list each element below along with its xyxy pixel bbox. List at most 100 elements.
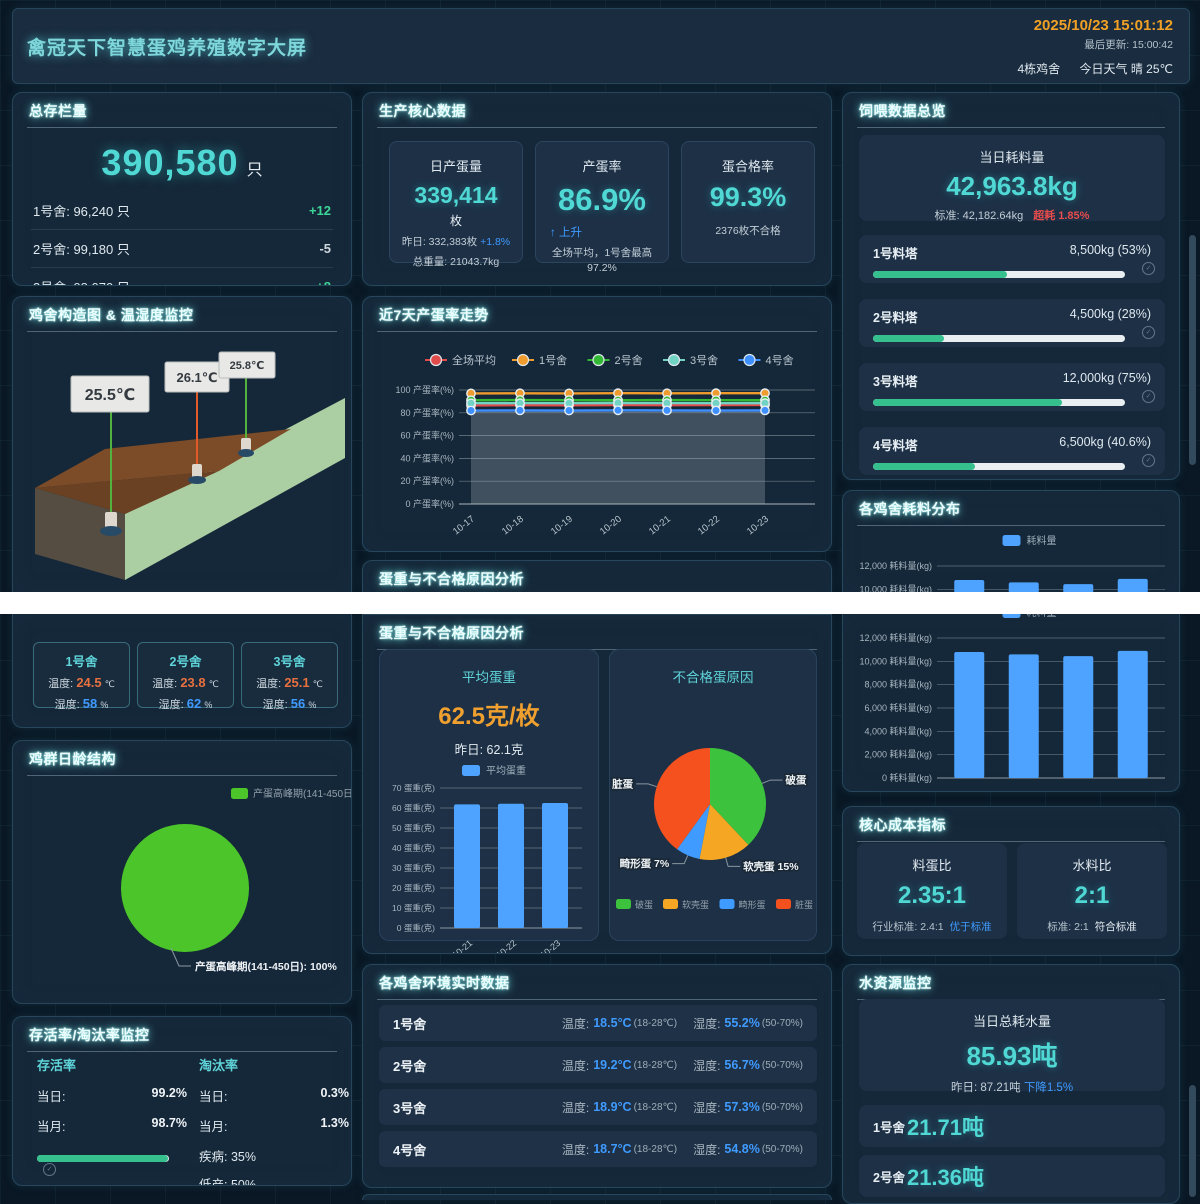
stock-row-label: 1号舍: 96,240 只 xyxy=(33,201,130,220)
bar-10-22 xyxy=(498,804,524,928)
svg-text:脏蛋: 脏蛋 xyxy=(795,899,813,910)
svg-text:100 产蛋率(%): 100 产蛋率(%) xyxy=(395,384,454,395)
panel-egg-analysis-top: 蛋重与不合格原因分析 xyxy=(362,560,832,592)
cull-header: 淘汰率 xyxy=(199,1055,349,1074)
bar-1号舍 xyxy=(954,580,984,592)
total-stock-unit: 只 xyxy=(247,162,263,179)
trend-chart-svg: 0 产蛋率(%)20 产蛋率(%)40 产蛋率(%)60 产蛋率(%)80 产蛋… xyxy=(363,334,831,552)
sensor-body xyxy=(192,464,202,478)
status-ring-icon: ✓ xyxy=(1142,326,1155,339)
survival-header: 存活率 xyxy=(37,1055,187,1074)
svg-text:10,000 耗料量(kg): 10,000 耗料量(kg) xyxy=(859,583,932,592)
bar-3号舍 xyxy=(1063,656,1093,778)
env-house-name: 4号舍 xyxy=(393,1140,562,1159)
hum-unit: % xyxy=(308,700,316,710)
svg-text:60 产蛋率(%): 60 产蛋率(%) xyxy=(400,430,454,441)
hum-value: 58 xyxy=(83,696,97,711)
hum-unit: % xyxy=(204,700,212,710)
svg-text:70 蛋重(克): 70 蛋重(克) xyxy=(392,783,435,793)
svg-text:10-17: 10-17 xyxy=(451,514,477,538)
svg-text:脏蛋: 脏蛋 xyxy=(612,777,633,790)
env-hum-range: (50-70%) xyxy=(762,1018,803,1029)
svg-text:10-20: 10-20 xyxy=(598,514,624,538)
svg-text:1号舍: 1号舍 xyxy=(539,353,567,367)
legend-swatch xyxy=(720,899,735,909)
hum-label: 湿度: xyxy=(263,699,288,711)
cull-month-value: 1.3% xyxy=(321,1116,350,1135)
env-hum-label: 湿度: xyxy=(693,1015,720,1032)
svg-text:2号舍: 2号舍 xyxy=(615,353,643,367)
svg-text:产蛋高峰期(141-450日): 100%: 产蛋高峰期(141-450日): 100% xyxy=(195,960,337,973)
page-title: 禽冠天下智慧蛋鸡养殖数字大屏 xyxy=(27,33,307,60)
scrollbar-thumb-bottom[interactable] xyxy=(1189,1085,1196,1197)
tower-value: 4,500kg (28%) xyxy=(1070,307,1151,326)
sensor-base xyxy=(100,526,122,536)
survival-progress-track xyxy=(37,1155,169,1162)
panel-title-water: 水资源监控 xyxy=(857,965,1165,1000)
panel-house-3d: 鸡舍构造图 & 温湿度监控 25.5℃ 26.1℃ 25.8℃ xyxy=(12,296,352,592)
stock-row: 2号舍: 99,180 只-5 xyxy=(31,229,333,267)
svg-text:全场平均: 全场平均 xyxy=(452,353,496,367)
svg-text:10-23: 10-23 xyxy=(538,938,562,954)
panel-env-realtime: 各鸡舍环境实时数据 1号舍 温度:18.5°C(18-28℃) 湿度:55.2%… xyxy=(362,964,832,1188)
svg-text:3号舍: 3号舍 xyxy=(1060,787,1087,790)
env-temp-range: (18-28℃) xyxy=(634,1102,677,1113)
svg-text:4号舍: 4号舍 xyxy=(766,353,794,367)
svg-text:0 蛋重(克): 0 蛋重(克) xyxy=(397,923,435,933)
cost-card-value: 2:1 xyxy=(1017,882,1167,910)
feed-standard: 标准: 42,182.64kg xyxy=(935,210,1024,222)
tower-progress-fill xyxy=(873,271,1007,278)
tower-name: 3号料塔 xyxy=(873,371,917,390)
tower-name: 4号料塔 xyxy=(873,435,917,454)
water-total-card: 当日总耗水量 85.93吨 昨日: 87.21吨 下降1.5% xyxy=(859,999,1165,1091)
trend-point xyxy=(712,406,720,414)
hum-label: 湿度: xyxy=(159,699,184,711)
bar-1号舍 xyxy=(954,652,984,778)
house-card-name: 3号舍 xyxy=(242,651,337,670)
svg-text:2,000 耗料量(kg): 2,000 耗料量(kg) xyxy=(864,749,932,760)
temp-value: 25.1 xyxy=(284,675,309,690)
house-card-3: 3号舍 温度: 25.1 ℃ 湿度: 56 % xyxy=(241,642,338,708)
stock-rows: 1号舍: 96,240 只+12 2号舍: 99,180 只-5 3号舍: 98… xyxy=(31,192,333,286)
sensor-body xyxy=(105,512,117,528)
svg-text:8,000 耗料量(kg): 8,000 耗料量(kg) xyxy=(864,679,932,690)
panel-title-feed-dist: 各鸡舍耗料分布 xyxy=(857,491,1165,526)
svg-text:10-19: 10-19 xyxy=(549,514,575,538)
svg-text:耗料量: 耗料量 xyxy=(1027,534,1057,547)
svg-text:40 蛋重(克): 40 蛋重(克) xyxy=(392,843,435,853)
defect-pie-chart: 破蛋软壳蛋 15%畸形蛋 7%脏蛋破蛋软壳蛋畸形蛋脏蛋 xyxy=(610,686,816,944)
svg-text:10-21: 10-21 xyxy=(450,938,474,954)
env-hum-value: 57.3% xyxy=(724,1100,759,1114)
house-card-name: 2号舍 xyxy=(138,651,233,670)
water-delta: 下降1.5% xyxy=(1024,1082,1073,1094)
trend-point xyxy=(761,406,769,414)
panel-title-survival: 存活率/淘汰率监控 xyxy=(27,1017,337,1052)
total-weight: 总重量: 21043.7kg xyxy=(390,254,522,269)
svg-text:20 产蛋率(%): 20 产蛋率(%) xyxy=(400,475,454,486)
scrollbar-thumb-top[interactable] xyxy=(1189,235,1196,465)
panel-survival: 存活率/淘汰率监控 存活率 当日:99.2% 当月:98.7% ✓ 标准值: 9… xyxy=(12,1016,352,1186)
header-meta: 4栋鸡舍 今日天气 晴 25℃ xyxy=(1001,60,1173,77)
bar-3号舍 xyxy=(1063,584,1093,592)
temp-value: 24.5 xyxy=(76,675,101,690)
panel-title-feeding: 饲喂数据总览 xyxy=(857,93,1165,128)
water-house-value: 21.36吨 xyxy=(907,1160,984,1192)
feed-dist-bar-chart: 耗料量0 耗料量(kg)2,000 耗料量(kg)4,000 耗料量(kg)6,… xyxy=(843,614,1179,790)
svg-text:1号舍: 1号舍 xyxy=(951,787,978,790)
env-hum-label: 湿度: xyxy=(693,1141,720,1158)
env-row-4: 4号舍 温度:18.7°C(18-28℃) 湿度:54.8%(50-70%) xyxy=(379,1131,817,1167)
status-ring-icon: ✓ xyxy=(1142,390,1155,403)
legend-swatch xyxy=(663,899,678,909)
today-feed-label: 当日耗料量 xyxy=(859,147,1165,166)
stock-row: 3号舍: 98,070 只+8 xyxy=(31,267,333,286)
header-info: 2025/10/23 15:01:12 最后更新: 15:00:42 4栋鸡舍 … xyxy=(1001,17,1173,77)
legend-marker xyxy=(518,355,529,366)
card-value: 86.9% xyxy=(536,182,668,218)
